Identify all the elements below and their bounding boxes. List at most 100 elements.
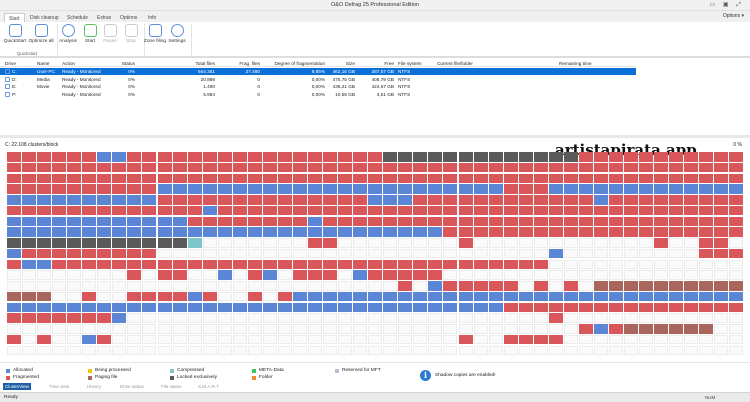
column-header[interactable]: Remaining time [559,61,592,66]
drive-row[interactable]: D: Media Ready - Monitored 0% 20.898 0 0,00% 47… [0,76,636,83]
view-tab[interactable]: Drive status [120,384,144,389]
cluster-block [563,195,578,205]
cluster-block [488,270,503,280]
cluster-block [82,259,97,270]
cluster-block [112,216,127,227]
cluster-block [398,324,413,334]
drive-row[interactable]: E: Movie Ready - Monitored 0% 1.490 0 0,00% 436… [0,83,636,90]
column-header[interactable]: Name [37,61,50,66]
cluster-block [428,270,443,280]
cluster-block [669,248,684,259]
drive-row[interactable]: P: Ready - Monitored 0% 5.984 0 0,00% 10,55 GB… [0,91,636,98]
cluster-block [7,281,21,291]
cluster-block [443,216,458,227]
cluster-block [97,281,112,291]
window-controls[interactable]: ▭ ▣ ⤢ [709,2,744,8]
view-tab[interactable]: ClusterView [3,383,31,390]
cluster-block [142,345,157,356]
tab-start[interactable]: Start [4,13,25,22]
cluster-block [669,302,684,313]
cluster-block [157,281,172,291]
cluster-block [548,248,563,259]
column-header[interactable]: Frag. files [239,61,260,66]
tab-disk-cleanup[interactable]: Disk cleanup [30,15,59,21]
quickstart-button[interactable]: QuickStart [2,24,28,44]
options-menu[interactable]: Options ▾ [722,13,744,19]
cluster-block [639,281,654,291]
cluster-block [308,334,322,345]
cluster-block [398,227,413,237]
column-header[interactable]: File system [398,61,422,66]
column-header[interactable]: Status [121,61,135,66]
cluster-block [22,216,37,227]
cluster-block [308,205,322,216]
cluster-block [443,281,458,291]
cluster-block [383,345,398,356]
column-header[interactable]: Total files [195,61,215,66]
tab-options[interactable]: Options [120,15,138,21]
cluster-block [624,195,639,205]
cluster-block [262,302,277,313]
legend-label: Folder [259,375,273,380]
view-tab[interactable]: File status [161,384,182,389]
cluster-block [232,173,247,184]
cluster-block [338,173,353,184]
cluster-block [323,238,338,248]
start-button[interactable]: Start [77,24,103,44]
analysis-button[interactable]: Analysis [55,24,81,44]
cluster-block [533,334,548,345]
cluster-block [699,291,714,302]
column-header[interactable]: Free [384,61,394,66]
cluster-block [518,205,533,216]
cluster-block [624,334,639,345]
cluster-block [488,227,503,237]
tab-info[interactable]: Info [148,15,157,21]
cluster-block [684,291,699,302]
cluster-block [187,302,202,313]
cluster-block [262,173,277,184]
cluster-block [654,291,669,302]
cluster-block [112,152,127,162]
cluster-block [7,152,21,162]
view-tab[interactable]: History [87,384,102,389]
stop-button[interactable]: Stop [118,24,144,44]
optimize-all-button[interactable]: Optimize all [28,24,54,44]
pause-button[interactable]: Pause [97,24,123,44]
cluster-block [37,270,52,280]
column-header[interactable]: Current file/folder [437,61,473,66]
zone-filing-button[interactable]: Zone filing [142,24,168,44]
cluster-block [262,184,277,194]
cluster-block [67,152,82,162]
cluster-block [729,248,744,259]
view-tab[interactable]: Time view [49,384,70,389]
drive-row[interactable]: C: User-PC Ready - Monitored 0% 664.381 27.48… [0,68,636,75]
column-header[interactable]: Degree of fragmentation [274,61,325,66]
cluster-block [669,259,684,270]
cluster-block [97,291,112,302]
cluster-block [654,313,669,323]
cluster-block [202,238,217,248]
legend-label: META-Data [259,368,284,373]
tab-extras[interactable]: Extras [97,15,112,21]
tab-schedule[interactable]: Schedule [67,15,88,21]
cluster-block [563,281,578,291]
cluster-block [97,334,112,345]
column-header[interactable]: Action [62,61,76,66]
cluster-block [503,195,518,205]
legend-swatch [170,368,174,373]
cluster-map[interactable] [7,152,747,357]
cluster-block [187,162,202,173]
view-tab[interactable]: S.M.A.R.T. [198,384,220,389]
num-lock-indicator: NUM [705,395,716,400]
cluster-block [518,259,533,270]
cluster-block [684,302,699,313]
settings-button[interactable]: Settings [164,24,190,44]
cluster-block [353,334,368,345]
cluster-block [609,281,623,291]
cluster-block [277,173,292,184]
cluster-block [443,195,458,205]
column-header[interactable]: Drive [5,61,16,66]
column-header[interactable]: Size [345,61,355,66]
drive-cell: 0,00% [311,91,325,97]
cluster-block [473,216,488,227]
